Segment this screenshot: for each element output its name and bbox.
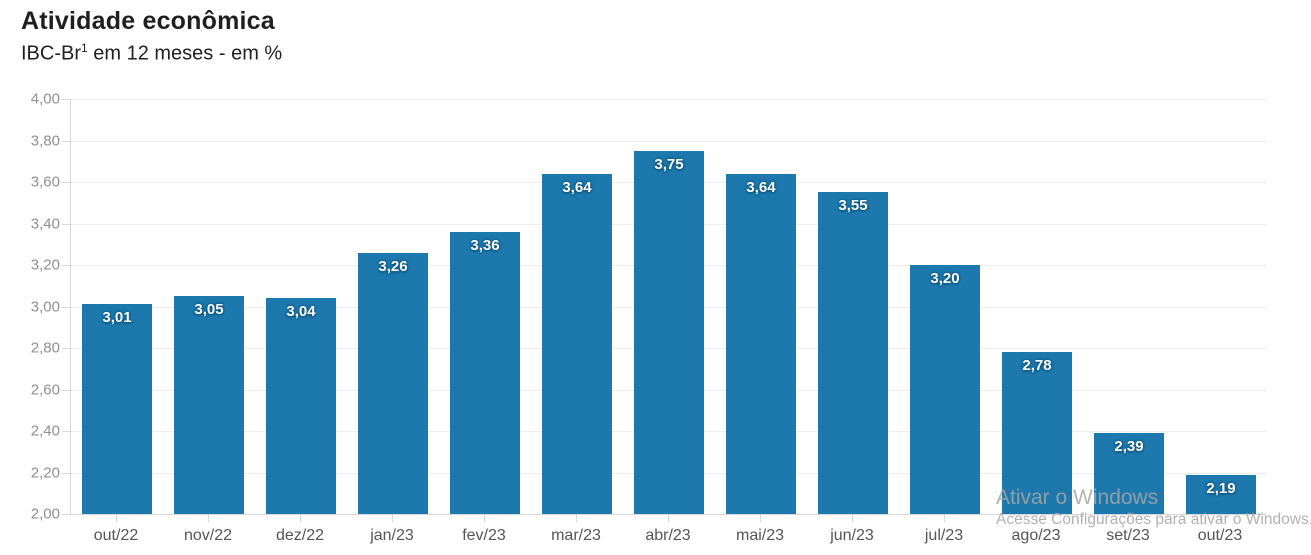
y-axis-tick	[62, 348, 70, 349]
bar: 3,04	[266, 298, 336, 514]
y-gridline	[71, 140, 1267, 142]
chart-title: Atividade econômica	[21, 7, 275, 35]
bar: 3,20	[910, 265, 980, 514]
bar: 3,75	[634, 150, 704, 514]
x-axis-tick	[208, 515, 209, 522]
y-axis-tick	[62, 265, 70, 266]
y-axis-label: 2,40	[30, 422, 60, 440]
y-axis-tick	[62, 99, 70, 100]
bar-value-label: 2,39	[1114, 438, 1144, 456]
bar: 3,05	[174, 296, 244, 514]
bar: 2,39	[1094, 433, 1164, 514]
chart-subtitle: IBC-Br1 em 12 meses - em %	[21, 41, 282, 66]
y-axis-tick	[62, 140, 70, 142]
x-axis-label: fev/23	[462, 527, 506, 544]
y-axis-tick	[62, 223, 70, 225]
bar-value-label: 3,01	[102, 309, 132, 327]
y-axis-tick	[62, 182, 70, 183]
chart-subtitle-rest: em 12 meses - em %	[87, 42, 283, 65]
x-axis-tick	[116, 515, 117, 522]
x-axis-label: jul/23	[924, 527, 964, 544]
x-axis-label: out/22	[93, 527, 139, 544]
windows-activation-watermark: Ativar o Windows	[996, 486, 1159, 509]
y-axis-label: 3,40	[30, 215, 60, 232]
chart-subtitle-prefix: IBC-Br	[21, 42, 81, 65]
bar: 2,19	[1186, 474, 1256, 514]
bar-value-label: 3,20	[930, 270, 960, 287]
bar-value-label: 3,04	[286, 303, 316, 321]
chart-subtitle-footnote-marker: 1	[81, 41, 88, 56]
y-axis-label: 3,60	[30, 173, 60, 191]
x-axis-tick	[300, 515, 301, 522]
y-axis-tick	[62, 472, 70, 474]
bar-value-label: 3,64	[746, 178, 776, 196]
y-axis-label: 2,60	[30, 381, 60, 398]
x-axis-label: mar/23	[551, 527, 601, 544]
bar: 2,78	[1002, 352, 1072, 514]
x-axis-label: jan/23	[370, 527, 414, 544]
chart-header: Atividade econômica IBC-Br1 em 12 meses …	[21, 6, 282, 66]
y-axis-label: 4,00	[30, 90, 60, 108]
x-axis-label: abr/23	[645, 527, 691, 544]
y-axis-label: 3,80	[30, 132, 60, 149]
y-axis-label: 2,80	[30, 339, 60, 357]
x-axis-tick	[852, 515, 853, 522]
bar-value-label: 3,26	[378, 257, 408, 275]
x-axis-label: ago/23	[1011, 527, 1061, 544]
x-axis-label: set/23	[1106, 527, 1150, 544]
x-axis-label: jun/23	[830, 527, 874, 544]
bar: 3,01	[82, 304, 152, 514]
y-axis-tick	[62, 514, 70, 515]
x-axis-tick	[1036, 515, 1037, 522]
y-axis-label: 2,20	[30, 464, 60, 481]
y-axis-label: 3,00	[30, 298, 60, 315]
x-axis-tick	[1220, 515, 1221, 522]
bar: 3,64	[726, 173, 796, 514]
bar-value-label: 3,75	[654, 155, 684, 173]
bar-value-label: 3,05	[194, 301, 224, 319]
y-axis-label: 2,00	[30, 505, 60, 523]
x-axis-tick	[576, 515, 577, 522]
x-axis-tick	[392, 515, 393, 522]
bar-value-label: 3,36	[470, 236, 500, 254]
plot-area: 3,01 3,05 3,04 3,26 3,36 3,64 3,75 3,64 3,55 3,20…	[70, 99, 1267, 515]
x-axis-tick	[760, 515, 761, 522]
y-axis-tick	[62, 306, 70, 308]
windows-activation-watermark-subtext: Acesse Configurações para ativar o Windo…	[996, 511, 1311, 528]
bar: 3,26	[358, 252, 428, 514]
bar-value-label: 2,78	[1022, 357, 1052, 375]
x-axis-label: dez/22	[275, 527, 325, 544]
x-axis-label: out/23	[1197, 527, 1243, 544]
x-axis-tick	[1128, 515, 1129, 522]
x-axis-tick	[484, 515, 485, 522]
x-axis-tick	[668, 515, 669, 522]
bar: 3,64	[542, 173, 612, 514]
y-axis-label: 3,20	[30, 256, 60, 274]
bar-value-label: 2,19	[1206, 479, 1236, 497]
bar: 3,55	[818, 192, 888, 514]
y-axis-tick	[62, 431, 70, 432]
y-axis-tick	[62, 389, 70, 391]
y-gridline	[71, 99, 1267, 100]
bar-value-label: 3,64	[562, 178, 592, 196]
bar: 3,36	[450, 231, 520, 514]
x-axis-label: nov/22	[183, 527, 233, 544]
x-axis-label: mai/23	[735, 527, 785, 544]
bar-value-label: 3,55	[838, 197, 868, 215]
x-axis-tick	[944, 515, 945, 522]
